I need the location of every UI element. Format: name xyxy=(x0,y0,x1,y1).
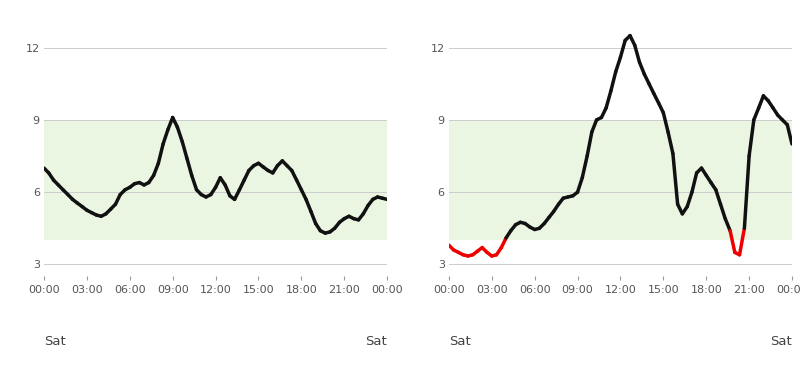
Bar xyxy=(449,120,792,240)
Bar xyxy=(44,120,387,240)
Text: Sat: Sat xyxy=(770,335,792,348)
Text: Sat: Sat xyxy=(449,335,470,348)
Text: Sat: Sat xyxy=(44,335,66,348)
Text: Sat: Sat xyxy=(366,335,387,348)
